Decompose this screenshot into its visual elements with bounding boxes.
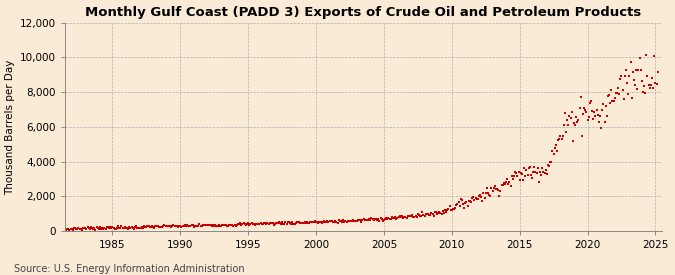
Text: Source: U.S. Energy Information Administration: Source: U.S. Energy Information Administ… bbox=[14, 264, 244, 274]
Title: Monthly Gulf Coast (PADD 3) Exports of Crude Oil and Petroleum Products: Monthly Gulf Coast (PADD 3) Exports of C… bbox=[86, 6, 642, 18]
Y-axis label: Thousand Barrels per Day: Thousand Barrels per Day bbox=[5, 59, 16, 194]
